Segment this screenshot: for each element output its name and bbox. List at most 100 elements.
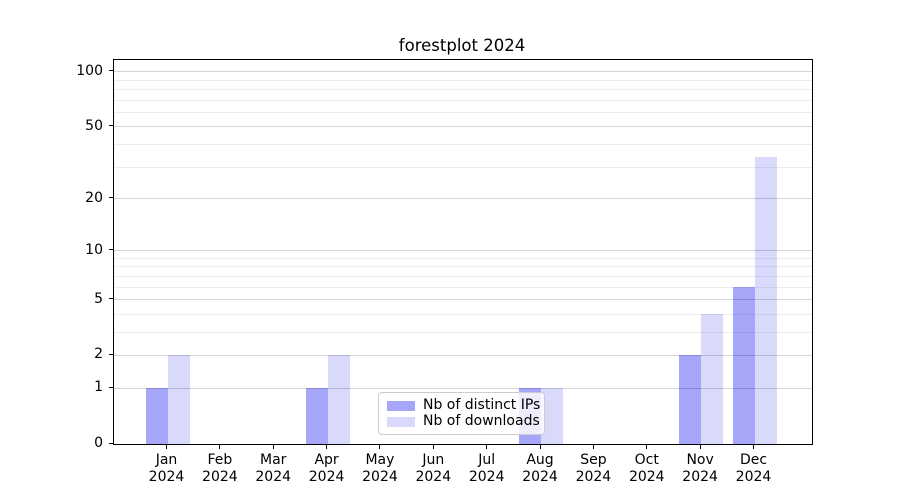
minor-gridline — [114, 89, 812, 91]
x-axis-tick-label: Sep 2024 — [561, 452, 625, 485]
bar-jan-downloads — [167, 355, 190, 444]
x-label-month: Sep — [580, 452, 607, 468]
x-axis-tick — [379, 445, 381, 449]
x-axis-tick — [432, 445, 434, 449]
legend-item: Nb of distinct IPs — [387, 398, 540, 413]
minor-gridline — [114, 331, 812, 333]
x-label-month: Jan — [155, 452, 178, 468]
x-axis-tick-label: Nov 2024 — [668, 452, 732, 485]
x-axis-tick — [326, 445, 328, 449]
x-axis-tick-label: May 2024 — [348, 452, 412, 485]
x-axis-tick — [219, 445, 221, 449]
legend-item: Nb of downloads — [387, 414, 540, 429]
x-label-year: 2024 — [522, 468, 558, 485]
y-axis-tick-label: 20 — [85, 189, 103, 206]
x-label-year: 2024 — [628, 468, 665, 485]
minor-gridline — [114, 313, 812, 315]
minor-gridline — [114, 257, 812, 259]
legend-label: Nb of downloads — [423, 413, 540, 429]
bar-dec-downloads — [754, 157, 777, 444]
x-axis-tick-label: Jul 2024 — [455, 452, 519, 485]
y-axis-tick — [109, 249, 113, 251]
major-gridline — [114, 387, 812, 389]
x-label-year: 2024 — [735, 468, 772, 485]
bar-apr-downloads — [327, 355, 350, 444]
y-axis-tick-label: 50 — [85, 117, 103, 134]
y-axis-tick — [109, 125, 113, 127]
x-label-month: Jul — [478, 452, 496, 468]
x-label-month: Aug — [526, 452, 554, 468]
bar-apr-distinct-ips — [305, 388, 328, 444]
minor-gridline — [114, 266, 812, 268]
y-axis-tick — [109, 353, 113, 355]
x-label-month: May — [365, 452, 395, 468]
x-axis-tick-label: Dec 2024 — [722, 452, 786, 485]
y-axis-tick-label: 2 — [94, 346, 103, 363]
minor-gridline — [114, 79, 812, 81]
bar-dec-distinct-ips — [732, 287, 755, 444]
bar-jan-distinct-ips — [145, 388, 168, 444]
x-label-year: 2024 — [362, 468, 398, 485]
plot-canvas — [114, 60, 812, 444]
minor-gridline — [114, 286, 812, 288]
legend-swatch-distinct-ips — [387, 400, 415, 411]
x-label-month: Nov — [686, 452, 714, 468]
x-label-year: 2024 — [575, 468, 612, 485]
x-label-month: Mar — [260, 452, 287, 468]
major-gridline — [114, 126, 812, 128]
x-axis-tick-label: Feb 2024 — [188, 452, 252, 485]
x-axis-tick — [539, 445, 541, 449]
x-axis-tick-label: Apr 2024 — [295, 452, 359, 485]
y-axis-tick — [109, 442, 113, 444]
y-axis-tick-label: 0 — [94, 435, 103, 451]
x-axis-tick — [753, 445, 754, 449]
x-axis-tick — [486, 445, 488, 449]
bar-nov-distinct-ips — [679, 355, 702, 444]
x-axis-tick-label: Jan 2024 — [135, 452, 199, 485]
major-gridline — [114, 71, 812, 73]
x-label-month: Apr — [314, 452, 339, 468]
x-label-year: 2024 — [415, 468, 452, 485]
y-axis-tick-label: 1 — [94, 379, 103, 396]
x-label-month: Feb — [207, 452, 233, 468]
minor-gridline — [114, 112, 812, 114]
bar-nov-downloads — [701, 314, 724, 444]
minor-gridline — [114, 275, 812, 277]
legend-swatch-downloads — [387, 416, 415, 427]
x-axis-tick — [166, 445, 167, 449]
x-label-year: 2024 — [682, 468, 718, 485]
x-label-month: Dec — [739, 452, 768, 468]
x-axis-tick — [646, 445, 648, 449]
x-axis-tick — [592, 445, 594, 449]
x-label-year: 2024 — [148, 468, 185, 485]
bar-aug-downloads — [541, 388, 564, 444]
y-axis-tick — [109, 197, 113, 198]
y-axis-tick — [109, 386, 113, 388]
x-axis-tick-label: Jun 2024 — [401, 452, 465, 485]
minor-gridline — [114, 166, 812, 168]
x-axis-tick-label: Oct 2024 — [615, 452, 679, 485]
x-axis-tick — [272, 445, 274, 449]
x-label-year: 2024 — [468, 468, 505, 485]
y-axis-tick-label: 5 — [94, 290, 103, 307]
y-axis-tick-label: 100 — [76, 62, 103, 79]
x-axis-tick-label: Aug 2024 — [508, 452, 572, 485]
x-label-month: Jun — [422, 452, 445, 468]
major-gridline — [114, 299, 812, 301]
major-gridline — [114, 250, 812, 252]
x-label-year: 2024 — [255, 468, 292, 485]
y-axis-tick — [109, 70, 113, 72]
plot-area — [113, 59, 813, 445]
y-axis-tick — [109, 298, 113, 300]
legend: Nb of distinct IPs Nb of downloads — [378, 392, 545, 435]
x-label-month: Oct — [634, 452, 659, 468]
chart-title: forestplot 2024 — [398, 36, 526, 55]
x-label-year: 2024 — [202, 468, 238, 485]
x-axis-tick-label: Mar 2024 — [241, 452, 305, 485]
major-gridline — [114, 354, 812, 356]
x-label-year: 2024 — [308, 468, 345, 485]
x-axis-tick — [699, 445, 701, 449]
minor-gridline — [114, 144, 812, 146]
legend-label: Nb of distinct IPs — [423, 397, 541, 413]
